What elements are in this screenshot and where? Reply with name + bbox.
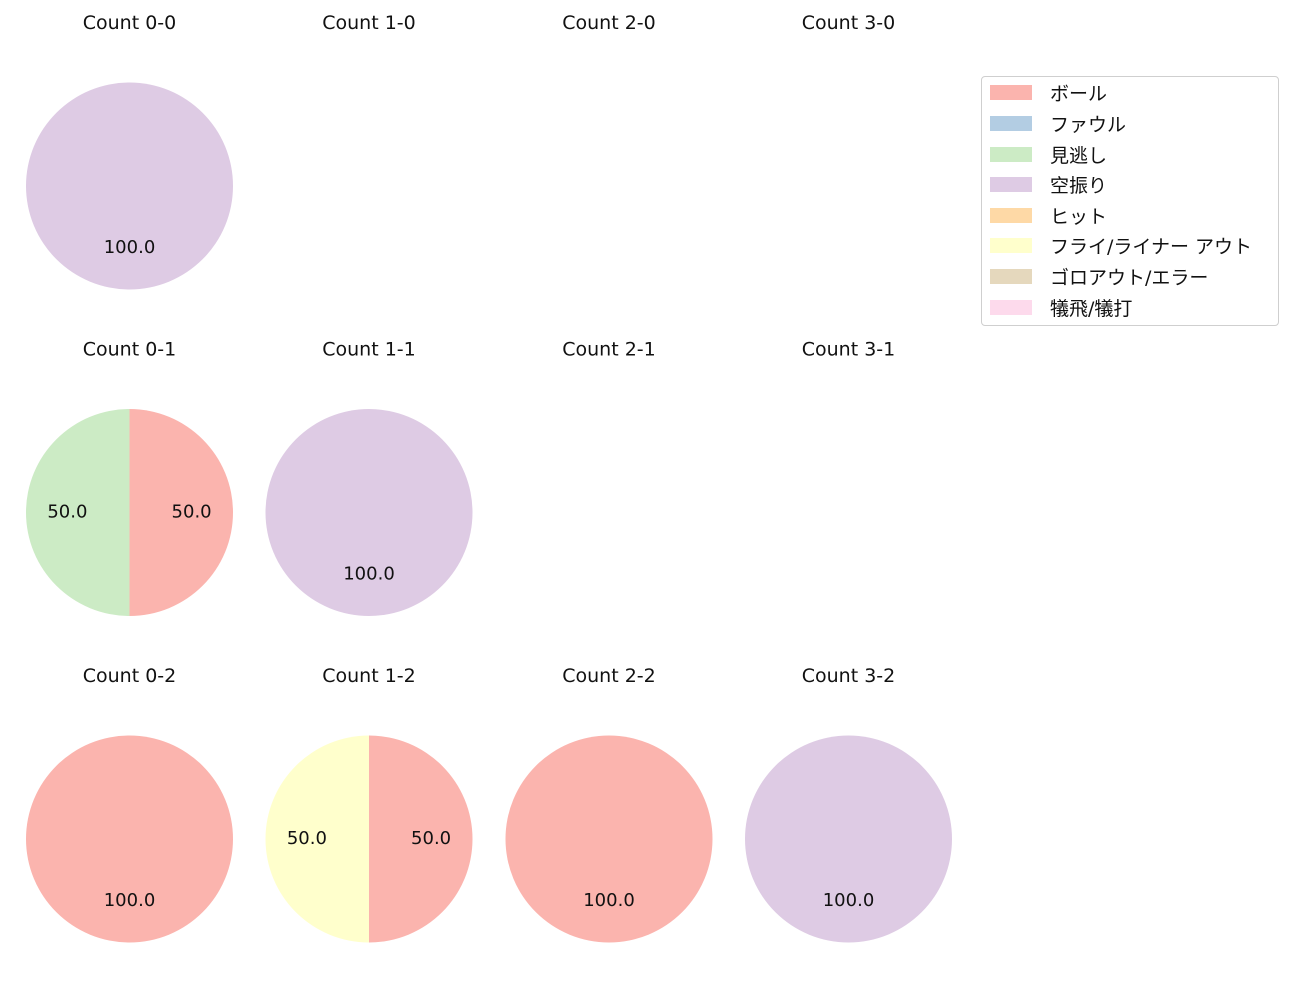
pie-title: Count 1-2: [322, 665, 416, 687]
pie-title: Count 3-0: [802, 12, 896, 34]
legend-label: ボール: [1050, 82, 1108, 105]
legend-item-sacrifice: 犠飛/犠打: [990, 295, 1133, 320]
slice-label: 100.0: [583, 890, 635, 911]
legend-item-swinging-strike: 空振り: [990, 172, 1108, 197]
pie-chart: Count 2-0: [562, 12, 656, 34]
pie-slice: [25, 409, 130, 616]
pie-slice: [369, 735, 473, 943]
slice-label: 50.0: [172, 502, 212, 523]
pie-title: Count 3-2: [802, 665, 896, 687]
slice-label: 100.0: [104, 237, 156, 258]
pie-slice: [505, 735, 713, 943]
slice-label: 50.0: [411, 828, 451, 849]
legend-label: 空振り: [1050, 174, 1108, 197]
legend-label: ヒット: [1050, 205, 1108, 228]
pie-slice: [129, 409, 234, 616]
legend-label: 犠飛/犠打: [1050, 297, 1133, 320]
legend: ボール ファウル 見逃し 空振り ヒット フライ/ライナー アウト ゴロアウト/…: [981, 76, 1279, 326]
legend-swatch: [990, 268, 1032, 284]
legend-swatch: [990, 299, 1032, 315]
pie-chart: Count 3-2 100.0: [745, 665, 952, 943]
pie-title: Count 1-1: [322, 339, 416, 361]
pie-title: Count 1-0: [322, 12, 416, 34]
legend-label: ファウル: [1050, 113, 1127, 136]
pie-chart: Count 0-2 100.0: [26, 665, 233, 943]
pie-title: Count 2-1: [562, 339, 656, 361]
legend-item-ground-out-error: ゴロアウト/エラー: [990, 264, 1209, 289]
pie-chart: Count 2-2 100.0: [505, 665, 713, 943]
pie-title: Count 0-2: [83, 665, 177, 687]
pie-slice: [26, 735, 233, 943]
legend-swatch: [990, 84, 1032, 100]
legend-item-ball: ボール: [990, 80, 1108, 105]
slice-label: 50.0: [47, 502, 87, 523]
pie-slice: [745, 735, 952, 943]
pie-chart: Count 1-1 100.0: [265, 339, 473, 616]
pie-title: Count 2-2: [562, 665, 656, 687]
pie-chart: Count 0-1 50.0 50.0: [25, 339, 234, 616]
pie-slice: [265, 735, 369, 943]
pie-chart: Count 1-2 50.0 50.0: [265, 665, 473, 943]
legend-swatch: [990, 115, 1032, 131]
slice-label: 100.0: [343, 564, 395, 585]
legend-label: 見逃し: [1050, 144, 1108, 167]
legend-item-foul: ファウル: [990, 111, 1127, 136]
legend-swatch: [990, 237, 1032, 253]
pie-chart: Count 0-0 100.0: [26, 12, 233, 290]
legend-swatch: [990, 146, 1032, 162]
pie-title: Count 0-0: [83, 12, 177, 34]
pie-slice: [265, 409, 473, 616]
pie-title: Count 2-0: [562, 12, 656, 34]
legend-swatch: [990, 176, 1032, 192]
pie-title: Count 3-1: [802, 339, 896, 361]
pie-slice: [26, 82, 233, 290]
legend-item-called-strike: 見逃し: [990, 142, 1108, 167]
slice-label: 100.0: [104, 890, 156, 911]
pie-chart: Count 1-0: [322, 12, 416, 34]
pie-chart: Count 3-0: [802, 12, 896, 34]
legend-label: ゴロアウト/エラー: [1050, 266, 1209, 289]
legend-swatch: [990, 207, 1032, 223]
pie-chart: Count 2-1: [562, 339, 656, 361]
slice-label: 50.0: [287, 828, 327, 849]
slice-label: 100.0: [823, 890, 875, 911]
pie-title: Count 0-1: [83, 339, 177, 361]
pie-chart: Count 3-1: [802, 339, 896, 361]
legend-label: フライ/ライナー アウト: [1050, 235, 1253, 258]
legend-item-hit: ヒット: [990, 203, 1108, 228]
legend-item-fly-liner-out: フライ/ライナー アウト: [990, 233, 1253, 258]
